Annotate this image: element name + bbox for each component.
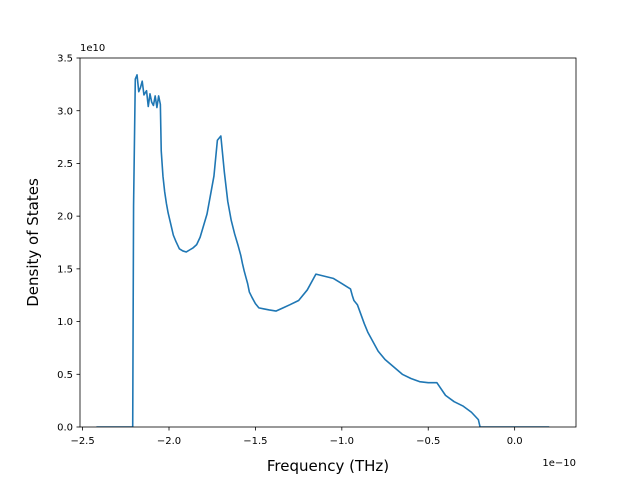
- dos-series-line: [96, 74, 550, 427]
- y-tick-label: 3.0: [57, 106, 73, 117]
- y-tick-label: 0.0: [57, 423, 73, 434]
- axes-frame: [79, 57, 577, 428]
- x-tick-label: −2.0: [157, 436, 181, 447]
- x-axis-offset-label: 1e−10: [542, 458, 576, 469]
- plot-area: [96, 74, 550, 427]
- axis-ticks: −2.5 −2.0 −1.5 −1.0 −0.5 0.0 0.0 0.5 1.0 1.5 2.0 2.…: [57, 54, 523, 447]
- y-tick-label: 1.5: [57, 264, 73, 275]
- x-tick-label: −1.5: [243, 436, 267, 447]
- y-tick-label: 2.0: [57, 212, 73, 223]
- y-axis-title: Density of States: [24, 178, 42, 307]
- x-tick-label: −2.5: [70, 436, 94, 447]
- x-tick-label: −0.5: [416, 436, 440, 447]
- y-tick-label: 2.5: [57, 159, 73, 170]
- x-axis-title: Frequency (THz): [267, 457, 389, 475]
- y-tick-label: 3.5: [57, 54, 73, 65]
- y-axis-offset-label: 1e10: [80, 43, 105, 54]
- y-tick-label: 0.5: [57, 370, 73, 381]
- y-tick-label: 1.0: [57, 317, 73, 328]
- x-tick-label: 0.0: [507, 436, 523, 447]
- x-tick-label: −1.0: [330, 436, 354, 447]
